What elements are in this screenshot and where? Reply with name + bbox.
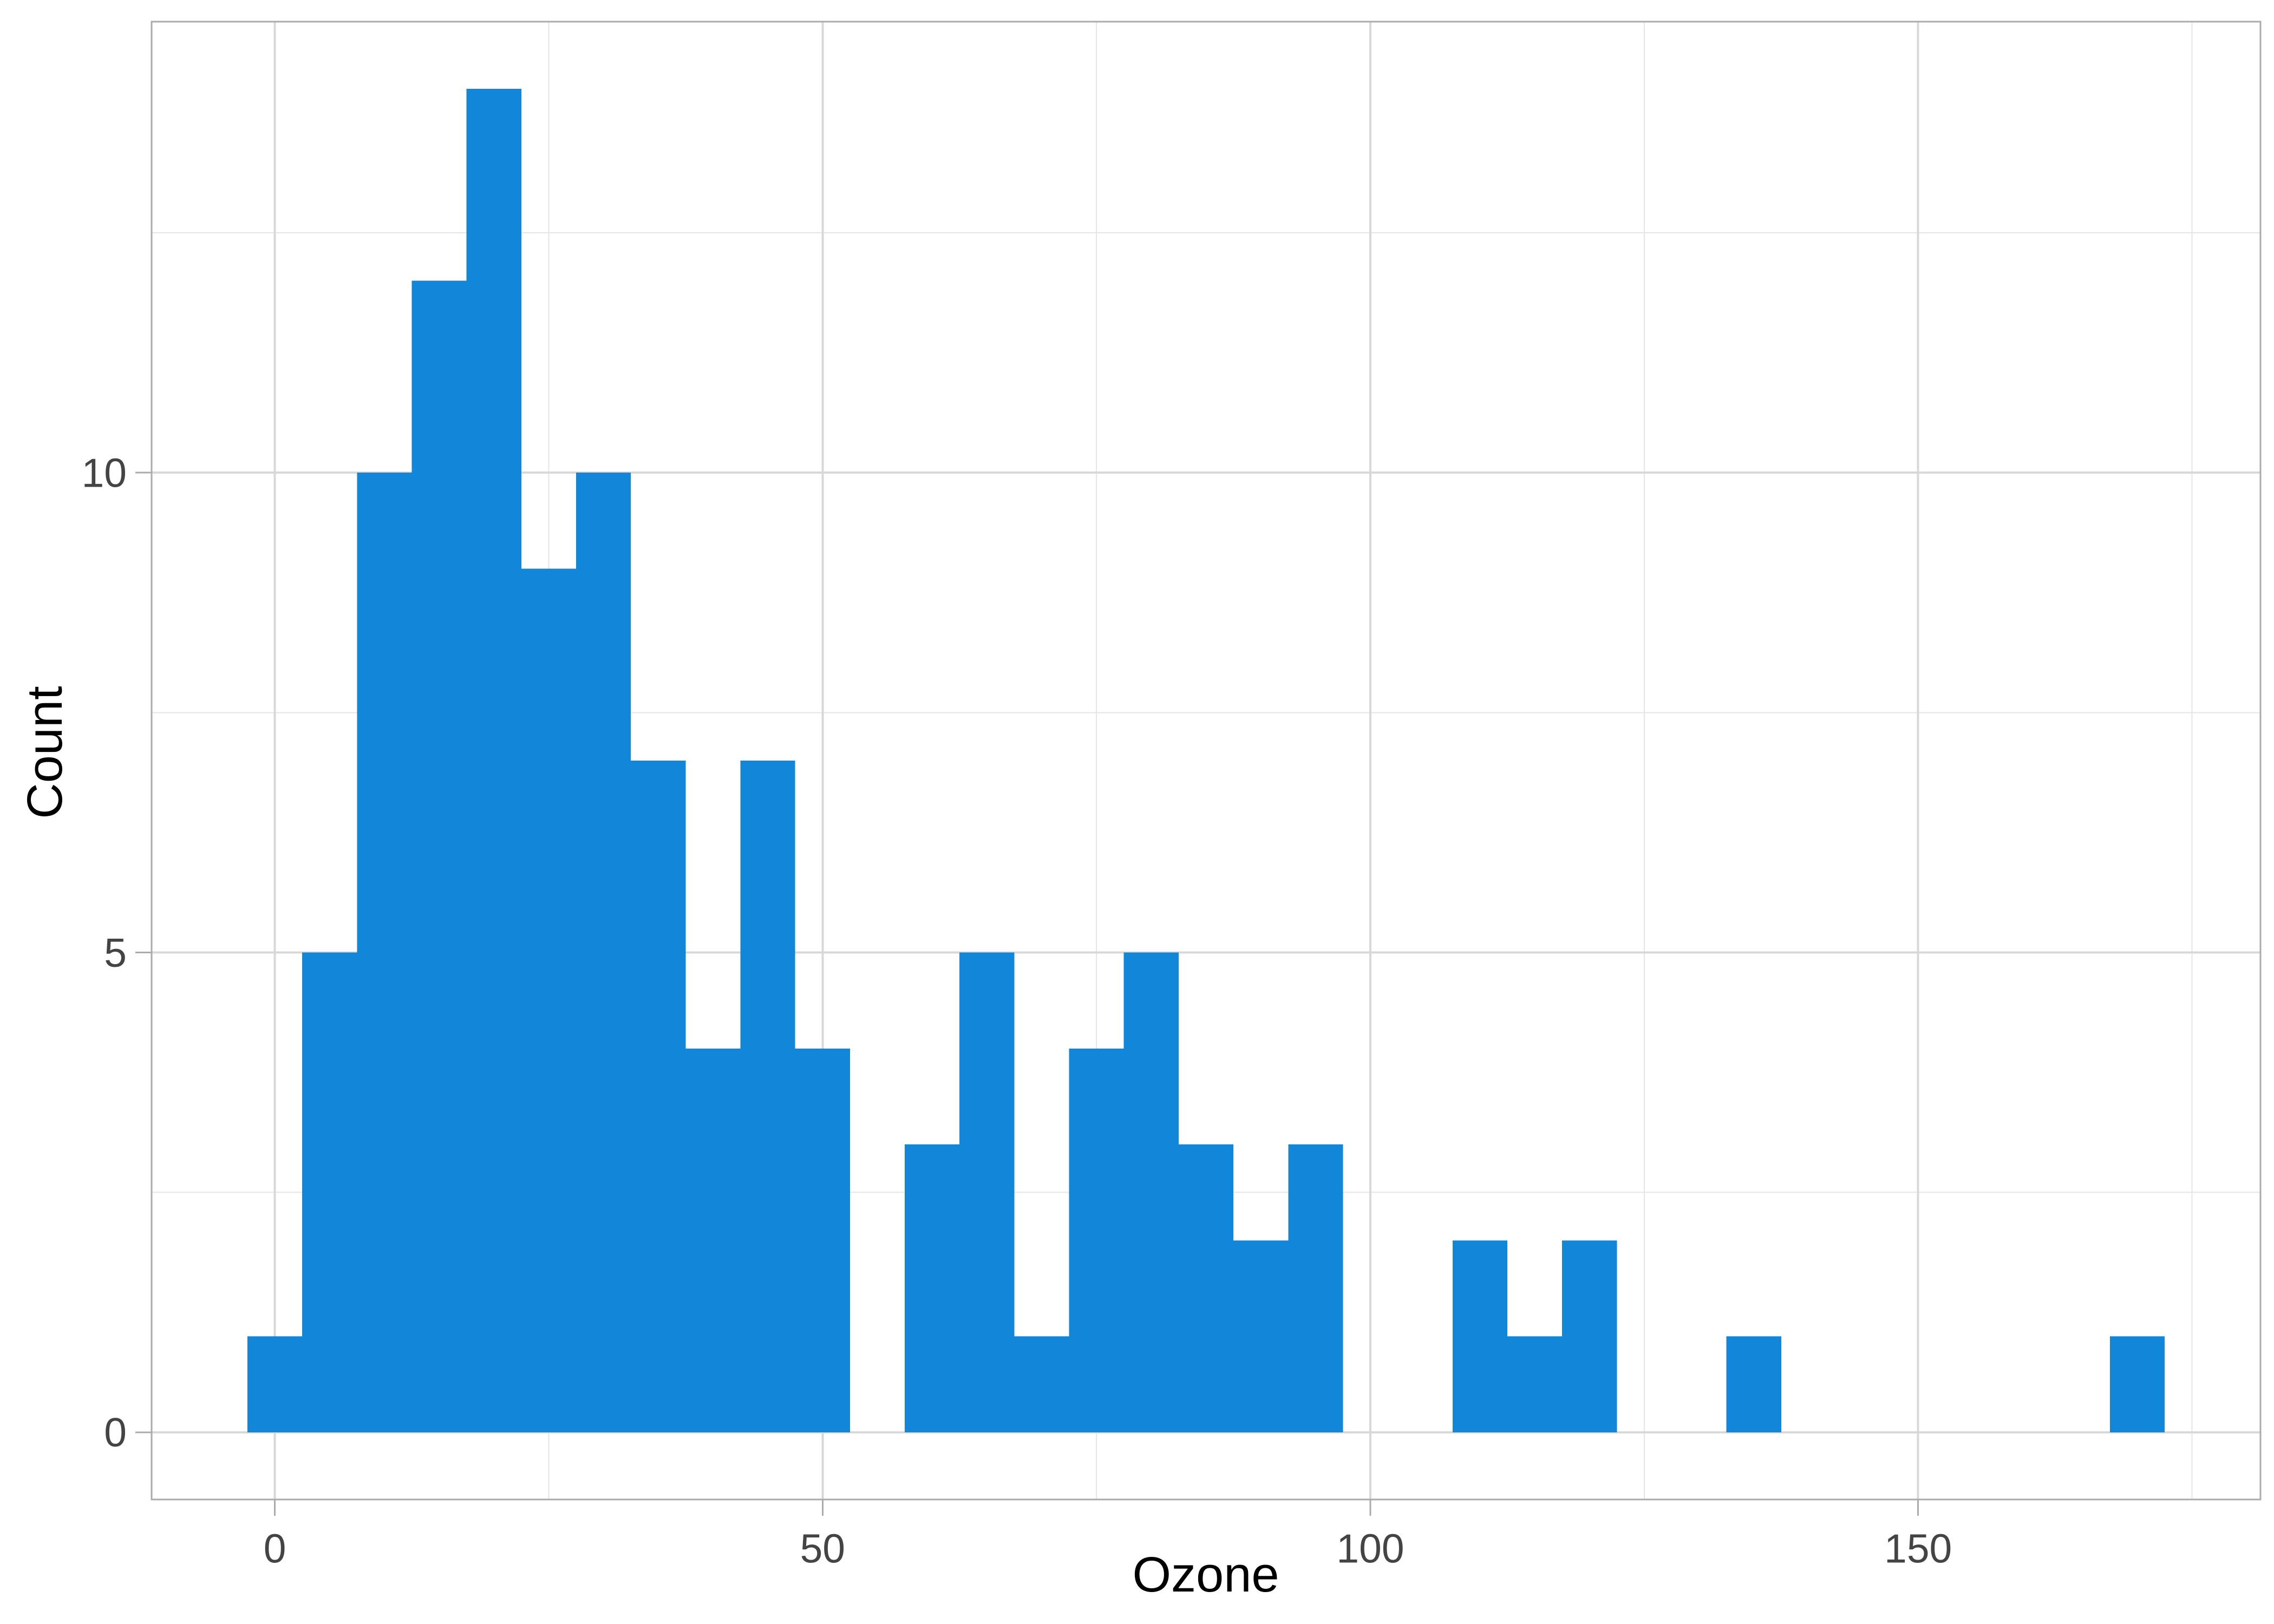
histogram-bar bbox=[411, 280, 467, 1432]
histogram-bar bbox=[1014, 1336, 1069, 1432]
histogram-bar bbox=[1562, 1240, 1617, 1432]
histogram-bar bbox=[247, 1336, 303, 1432]
histogram-bar bbox=[959, 952, 1015, 1432]
histogram-bar bbox=[685, 1048, 741, 1432]
histogram-bar bbox=[1452, 1240, 1507, 1432]
histogram-bar bbox=[1233, 1240, 1289, 1432]
histogram-bar bbox=[357, 473, 412, 1432]
histogram-bars bbox=[247, 89, 2165, 1432]
histogram-bar bbox=[1507, 1336, 1563, 1432]
y-axis-title: Count bbox=[17, 686, 73, 819]
axis-ticks bbox=[135, 472, 1919, 1516]
y-tick-label: 5 bbox=[104, 930, 127, 975]
histogram-bar bbox=[1726, 1336, 1781, 1432]
y-tick-label: 0 bbox=[104, 1410, 127, 1455]
x-tick-label: 150 bbox=[1884, 1525, 1952, 1571]
histogram-bar bbox=[905, 1144, 960, 1432]
histogram-bar bbox=[1123, 952, 1179, 1432]
panel-border bbox=[151, 21, 2262, 1501]
histogram-bar bbox=[740, 761, 795, 1432]
histogram-bar bbox=[631, 761, 686, 1432]
tick-labels: 0 50 100 150 0 5 10 bbox=[82, 450, 1952, 1571]
histogram-bar bbox=[466, 89, 521, 1432]
histogram-bar bbox=[302, 952, 357, 1432]
minor-gridlines bbox=[152, 22, 2260, 1499]
histogram-bar bbox=[1069, 1048, 1124, 1432]
x-tick-label: 50 bbox=[800, 1525, 845, 1571]
histogram-bar bbox=[1178, 1144, 1234, 1432]
histogram-bar bbox=[2109, 1336, 2165, 1432]
x-axis-title: Ozone bbox=[1132, 1547, 1279, 1602]
x-tick-label: 100 bbox=[1336, 1525, 1404, 1571]
histogram-bar bbox=[1288, 1144, 1343, 1432]
x-tick-label: 0 bbox=[264, 1525, 286, 1571]
major-gridlines bbox=[152, 22, 2260, 1499]
y-tick-label: 10 bbox=[82, 450, 127, 495]
histogram-bar bbox=[576, 473, 631, 1432]
histogram-bar bbox=[521, 568, 577, 1432]
histogram-bar bbox=[795, 1048, 850, 1432]
